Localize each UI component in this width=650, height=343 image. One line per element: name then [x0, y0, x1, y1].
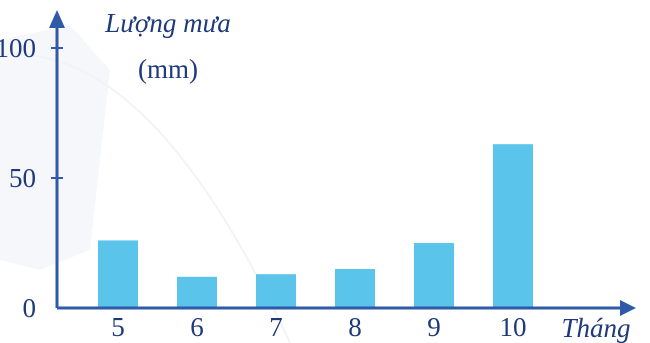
x-tick-label-7: 7: [269, 312, 283, 342]
x-tick-label-9: 9: [427, 312, 441, 342]
bar-10: [493, 144, 533, 308]
y-tick-label-0: 0: [23, 293, 37, 323]
x-axis-title: Tháng: [561, 313, 630, 343]
x-tick-label-8: 8: [348, 312, 362, 342]
bars-group: [98, 144, 533, 308]
y-tick-label-100: 100: [0, 33, 36, 63]
bar-7: [256, 274, 296, 308]
bar-6: [177, 276, 217, 308]
bar-8: [335, 269, 375, 308]
y-axis-unit: (mm): [138, 54, 198, 84]
background-decoration: [0, 25, 291, 343]
y-axis-title: Lượng mưa: [104, 8, 231, 38]
y-tick-label-50: 50: [9, 163, 36, 193]
x-axis-arrow: [620, 300, 636, 316]
axes-group: [49, 10, 636, 316]
bar-9: [414, 243, 454, 308]
x-tick-label-10: 10: [500, 312, 527, 342]
x-tick-label-6: 6: [190, 312, 204, 342]
x-tick-label-5: 5: [111, 312, 125, 342]
y-axis-arrow: [49, 10, 65, 28]
ticks-group: 0 50 100 5 6 7 8 9 10: [0, 33, 527, 342]
bar-5: [98, 240, 138, 308]
